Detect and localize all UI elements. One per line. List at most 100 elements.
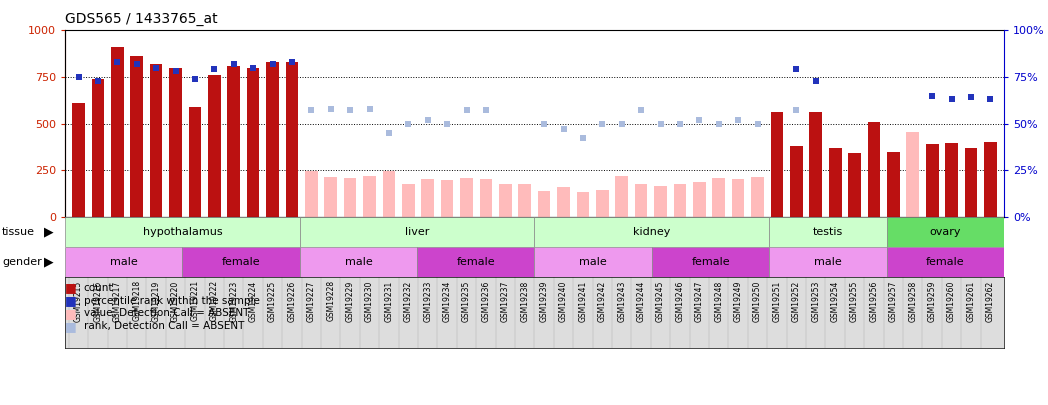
Text: GSM19257: GSM19257 xyxy=(889,280,898,322)
Text: count: count xyxy=(84,283,113,292)
Bar xyxy=(364,176,376,217)
Text: GSM19256: GSM19256 xyxy=(870,280,878,322)
Text: ■: ■ xyxy=(65,307,77,320)
Bar xyxy=(732,179,744,217)
Text: GSM19239: GSM19239 xyxy=(540,280,549,322)
Bar xyxy=(693,182,705,217)
Point xyxy=(982,96,999,102)
Point xyxy=(594,120,611,127)
Text: hypothalamus: hypothalamus xyxy=(143,227,222,237)
Text: GSM19228: GSM19228 xyxy=(326,280,335,322)
Bar xyxy=(227,66,240,217)
Text: male: male xyxy=(345,257,372,267)
Text: female: female xyxy=(457,257,495,267)
Point xyxy=(691,117,707,123)
Text: liver: liver xyxy=(405,227,430,237)
Point xyxy=(225,61,242,67)
Text: GSM19240: GSM19240 xyxy=(559,280,568,322)
Text: female: female xyxy=(222,257,260,267)
Text: GSM19233: GSM19233 xyxy=(423,280,432,322)
Bar xyxy=(150,64,162,217)
Text: gender: gender xyxy=(2,257,42,267)
Bar xyxy=(907,155,919,217)
Text: GSM19260: GSM19260 xyxy=(947,280,956,322)
Point xyxy=(672,120,689,127)
Bar xyxy=(596,190,609,217)
Point xyxy=(264,61,281,67)
Text: GSM19238: GSM19238 xyxy=(520,280,529,322)
Point xyxy=(89,77,106,84)
Bar xyxy=(615,176,628,217)
Text: GSM19229: GSM19229 xyxy=(346,280,354,322)
Text: GSM19255: GSM19255 xyxy=(850,280,859,322)
Bar xyxy=(72,103,85,217)
Text: GSM19222: GSM19222 xyxy=(210,280,219,322)
Bar xyxy=(65,217,300,247)
Point xyxy=(924,92,941,99)
Bar xyxy=(790,146,803,217)
Bar xyxy=(751,177,764,217)
Point xyxy=(633,107,650,114)
Bar xyxy=(300,217,534,247)
Point xyxy=(536,120,552,127)
Text: GSM19217: GSM19217 xyxy=(113,280,122,322)
Text: GSM19220: GSM19220 xyxy=(171,280,180,322)
Text: GSM19261: GSM19261 xyxy=(966,280,976,322)
Text: GSM19232: GSM19232 xyxy=(403,280,413,322)
Bar xyxy=(868,122,880,217)
Text: GSM19218: GSM19218 xyxy=(132,280,141,322)
Bar xyxy=(769,247,887,277)
Text: GSM19254: GSM19254 xyxy=(831,280,839,322)
Text: tissue: tissue xyxy=(2,227,35,237)
Bar xyxy=(499,184,511,217)
Text: male: male xyxy=(580,257,607,267)
Bar xyxy=(925,144,939,217)
Text: GDS565 / 1433765_at: GDS565 / 1433765_at xyxy=(65,12,218,26)
Bar xyxy=(534,217,769,247)
Bar xyxy=(325,177,337,217)
Text: GSM19253: GSM19253 xyxy=(811,280,821,322)
Bar xyxy=(300,247,417,277)
Text: female: female xyxy=(692,257,729,267)
Point xyxy=(478,107,495,114)
Bar xyxy=(189,107,201,217)
Bar xyxy=(383,171,395,217)
Bar xyxy=(247,68,260,217)
Text: male: male xyxy=(814,257,842,267)
Bar xyxy=(576,192,589,217)
Point xyxy=(206,66,223,73)
Text: GSM19243: GSM19243 xyxy=(617,280,627,322)
Bar xyxy=(538,191,550,217)
Text: value, Detection Call = ABSENT: value, Detection Call = ABSENT xyxy=(84,309,249,318)
Text: ■: ■ xyxy=(65,320,77,333)
Bar xyxy=(286,62,299,217)
Text: ■: ■ xyxy=(65,281,77,294)
Bar xyxy=(460,177,473,217)
Bar xyxy=(887,247,1004,277)
Point xyxy=(168,68,184,75)
Point xyxy=(458,107,475,114)
Bar xyxy=(421,179,434,217)
Point xyxy=(574,135,591,142)
Text: GSM19226: GSM19226 xyxy=(287,280,297,322)
Text: GSM19248: GSM19248 xyxy=(715,280,723,322)
Text: GSM19249: GSM19249 xyxy=(734,280,743,322)
Text: GSM19258: GSM19258 xyxy=(909,280,917,322)
Text: GSM19230: GSM19230 xyxy=(365,280,374,322)
Bar xyxy=(652,247,769,277)
Bar xyxy=(519,184,531,217)
Point xyxy=(613,120,630,127)
Text: GSM19242: GSM19242 xyxy=(597,280,607,322)
Bar xyxy=(305,171,318,217)
Bar xyxy=(417,247,534,277)
Text: male: male xyxy=(110,257,137,267)
Point xyxy=(323,105,340,112)
Text: GSM19236: GSM19236 xyxy=(481,280,490,322)
Point xyxy=(128,61,145,67)
Bar xyxy=(945,143,958,217)
Text: GSM19224: GSM19224 xyxy=(248,280,258,322)
Text: GSM19223: GSM19223 xyxy=(230,280,238,322)
Point xyxy=(419,117,436,123)
Text: GSM19235: GSM19235 xyxy=(462,280,472,322)
Text: GSM19237: GSM19237 xyxy=(501,280,510,322)
